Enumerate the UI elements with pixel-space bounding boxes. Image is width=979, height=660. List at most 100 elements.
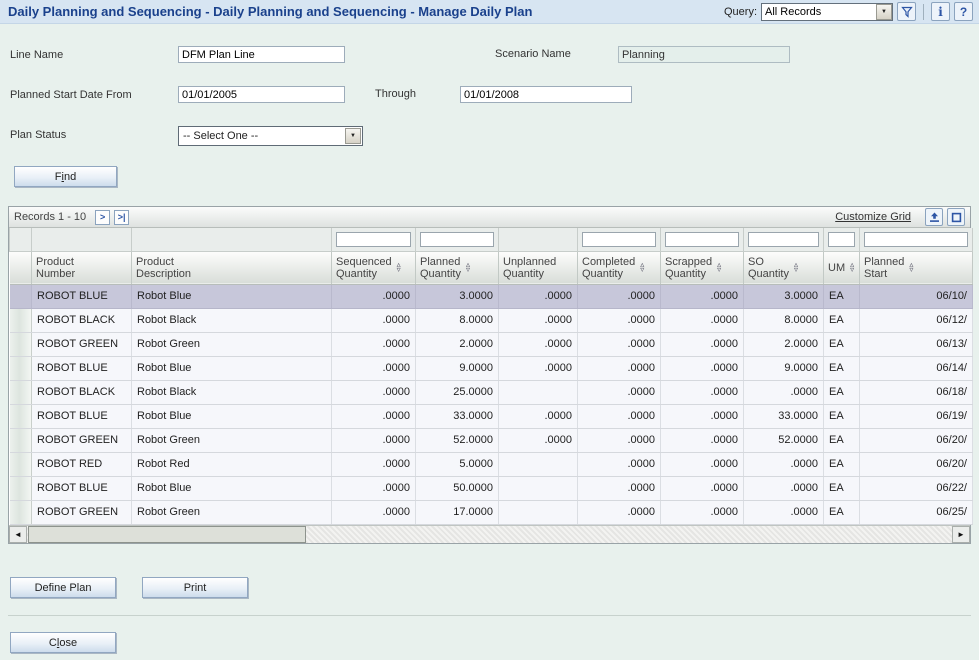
cell-so-quantity[interactable]: 3.0000 <box>743 284 824 309</box>
qbe-input-sequenced-quantity[interactable] <box>336 231 411 247</box>
cell-planned-start[interactable]: 06/14/ <box>859 356 973 381</box>
cell-um[interactable]: EA <box>823 332 860 357</box>
last-page-button[interactable]: >| <box>114 209 130 225</box>
cell-product-description[interactable]: Robot Blue <box>131 284 332 309</box>
cell-sequenced-quantity[interactable]: .0000 <box>331 428 416 453</box>
cell-planned-quantity[interactable]: 52.0000 <box>415 428 499 453</box>
help-icon[interactable]: ? <box>954 2 973 21</box>
cell-unplanned-quantity[interactable]: .0000 <box>498 356 578 381</box>
cell-scrapped-quantity[interactable]: .0000 <box>660 332 744 357</box>
cell-product-number[interactable]: ROBOT BLUE <box>31 404 132 429</box>
define-plan-button[interactable]: Define Plan <box>10 577 116 598</box>
cell-product-description[interactable]: Robot Green <box>131 428 332 453</box>
cell-planned-start[interactable]: 06/25/ <box>859 500 973 525</box>
cell-so-quantity[interactable]: .0000 <box>743 380 824 405</box>
cell-unplanned-quantity[interactable]: .0000 <box>498 284 578 309</box>
cell-planned-quantity[interactable]: 9.0000 <box>415 356 499 381</box>
cell-completed-quantity[interactable]: .0000 <box>577 332 661 357</box>
cell-unplanned-quantity[interactable] <box>498 500 578 525</box>
cell-product-number[interactable]: ROBOT RED <box>31 452 132 477</box>
cell-unplanned-quantity[interactable]: .0000 <box>498 428 578 453</box>
cell-completed-quantity[interactable]: .0000 <box>577 308 661 333</box>
cell-planned-quantity[interactable]: 2.0000 <box>415 332 499 357</box>
cell-completed-quantity[interactable]: .0000 <box>577 356 661 381</box>
scrollbar-thumb[interactable] <box>28 525 306 543</box>
row-handle[interactable] <box>9 284 32 309</box>
query-select[interactable]: All Records ▼ <box>761 2 893 21</box>
cell-unplanned-quantity[interactable] <box>498 476 578 501</box>
cell-planned-quantity[interactable]: 8.0000 <box>415 308 499 333</box>
cell-um[interactable]: EA <box>823 308 860 333</box>
cell-scrapped-quantity[interactable]: .0000 <box>660 452 744 477</box>
cell-product-description[interactable]: Robot Black <box>131 308 332 333</box>
cell-planned-start[interactable]: 06/18/ <box>859 380 973 405</box>
cell-planned-quantity[interactable]: 17.0000 <box>415 500 499 525</box>
cell-completed-quantity[interactable]: .0000 <box>577 380 661 405</box>
qbe-input-planned-quantity[interactable] <box>420 231 494 247</box>
column-header-completed-quantity[interactable]: Completed Quantity ▵ ▿ <box>577 251 661 285</box>
sort-icon[interactable]: ▵ ▿ <box>850 260 855 274</box>
cell-planned-quantity[interactable]: 33.0000 <box>415 404 499 429</box>
table-row[interactable]: ROBOT BLACK Robot Black .0000 8.0000 .00… <box>9 308 973 333</box>
qbe-input-um[interactable] <box>828 231 855 247</box>
table-row[interactable]: ROBOT BLUE Robot Blue .0000 33.0000 .000… <box>9 404 973 429</box>
scrollbar-track[interactable] <box>27 525 952 543</box>
horizontal-scrollbar[interactable]: ◄ ► <box>9 524 970 543</box>
cell-product-number[interactable]: ROBOT BLACK <box>31 380 132 405</box>
row-handle[interactable] <box>9 332 32 357</box>
cell-scrapped-quantity[interactable]: .0000 <box>660 308 744 333</box>
cell-sequenced-quantity[interactable]: .0000 <box>331 284 416 309</box>
cell-completed-quantity[interactable]: .0000 <box>577 452 661 477</box>
cell-completed-quantity[interactable]: .0000 <box>577 500 661 525</box>
table-row[interactable]: ROBOT BLACK Robot Black .0000 25.0000 .0… <box>9 380 973 405</box>
cell-product-description[interactable]: Robot Black <box>131 380 332 405</box>
column-header-scrapped-quantity[interactable]: Scrapped Quantity ▵ ▿ <box>660 251 744 285</box>
cell-planned-start[interactable]: 06/13/ <box>859 332 973 357</box>
sort-icon[interactable]: ▵ ▿ <box>396 260 401 274</box>
cell-unplanned-quantity[interactable] <box>498 452 578 477</box>
column-header-product-description[interactable]: Product Description <box>131 251 332 285</box>
cell-product-description[interactable]: Robot Green <box>131 500 332 525</box>
column-header-planned-quantity[interactable]: Planned Quantity ▵ ▿ <box>415 251 499 285</box>
cell-um[interactable]: EA <box>823 428 860 453</box>
qbe-input-completed-quantity[interactable] <box>582 231 656 247</box>
query-dropdown-arrow-icon[interactable]: ▼ <box>876 3 892 20</box>
cell-um[interactable]: EA <box>823 404 860 429</box>
filter-icon[interactable] <box>897 2 916 21</box>
cell-um[interactable]: EA <box>823 380 860 405</box>
table-row[interactable]: ROBOT GREEN Robot Green .0000 52.0000 .0… <box>9 428 973 453</box>
cell-so-quantity[interactable]: .0000 <box>743 476 824 501</box>
cell-unplanned-quantity[interactable]: .0000 <box>498 308 578 333</box>
row-handle[interactable] <box>9 500 32 525</box>
cell-planned-quantity[interactable]: 3.0000 <box>415 284 499 309</box>
cell-so-quantity[interactable]: .0000 <box>743 452 824 477</box>
column-header-so-quantity[interactable]: SO Quantity ▵ ▿ <box>743 251 824 285</box>
cell-scrapped-quantity[interactable]: .0000 <box>660 284 744 309</box>
row-handle[interactable] <box>9 356 32 381</box>
cell-planned-start[interactable]: 06/22/ <box>859 476 973 501</box>
cell-um[interactable]: EA <box>823 356 860 381</box>
row-handle[interactable] <box>9 476 32 501</box>
scroll-left-icon[interactable]: ◄ <box>9 525 27 543</box>
info-icon[interactable]: i <box>931 2 950 21</box>
table-row[interactable]: ROBOT RED Robot Red .0000 5.0000 .0000 .… <box>9 452 973 477</box>
export-grid-icon[interactable] <box>925 208 943 226</box>
sort-icon[interactable]: ▵ ▿ <box>909 260 914 274</box>
maximize-grid-icon[interactable] <box>947 208 965 226</box>
cell-planned-start[interactable]: 06/10/ <box>859 284 973 309</box>
cell-completed-quantity[interactable]: .0000 <box>577 476 661 501</box>
cell-completed-quantity[interactable]: .0000 <box>577 428 661 453</box>
row-handle[interactable] <box>9 452 32 477</box>
column-header-planned-start[interactable]: Planned Start ▵ ▿ <box>859 251 973 285</box>
cell-planned-quantity[interactable]: 50.0000 <box>415 476 499 501</box>
cell-so-quantity[interactable]: 33.0000 <box>743 404 824 429</box>
table-row[interactable]: ROBOT BLUE Robot Blue .0000 9.0000 .0000… <box>9 356 973 381</box>
cell-product-description[interactable]: Robot Red <box>131 452 332 477</box>
next-page-button[interactable]: > <box>95 209 111 225</box>
cell-product-description[interactable]: Robot Blue <box>131 476 332 501</box>
table-row[interactable]: ROBOT BLUE Robot Blue .0000 3.0000 .0000… <box>9 284 973 309</box>
column-header-unplanned-quantity[interactable]: Unplanned Quantity <box>498 251 578 285</box>
qbe-input-planned-start[interactable] <box>864 231 968 247</box>
cell-scrapped-quantity[interactable]: .0000 <box>660 476 744 501</box>
qbe-input-scrapped-quantity[interactable] <box>665 231 739 247</box>
